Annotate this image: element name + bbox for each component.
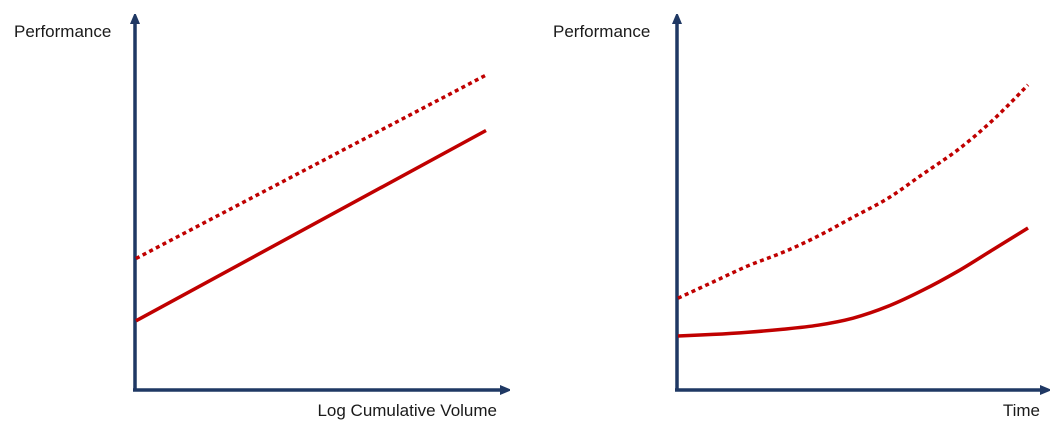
- left-series-group: [135, 73, 487, 323]
- left-series-solid-line: [135, 128, 487, 323]
- left-y-axis-label: Performance: [14, 22, 111, 41]
- right-series-solid-line: [677, 226, 1029, 338]
- left-series-dotted-line: [135, 73, 487, 261]
- right-series-group: [677, 83, 1030, 338]
- right-x-axis-label: Time: [1003, 401, 1040, 420]
- left-x-axis-label: Log Cumulative Volume: [317, 401, 497, 420]
- right-series-dotted-line: [677, 83, 1030, 300]
- right-chart: Performance Time: [553, 18, 1046, 420]
- right-y-axis-label: Performance: [553, 22, 650, 41]
- left-chart: Performance Log Cumulative Volume: [14, 18, 506, 420]
